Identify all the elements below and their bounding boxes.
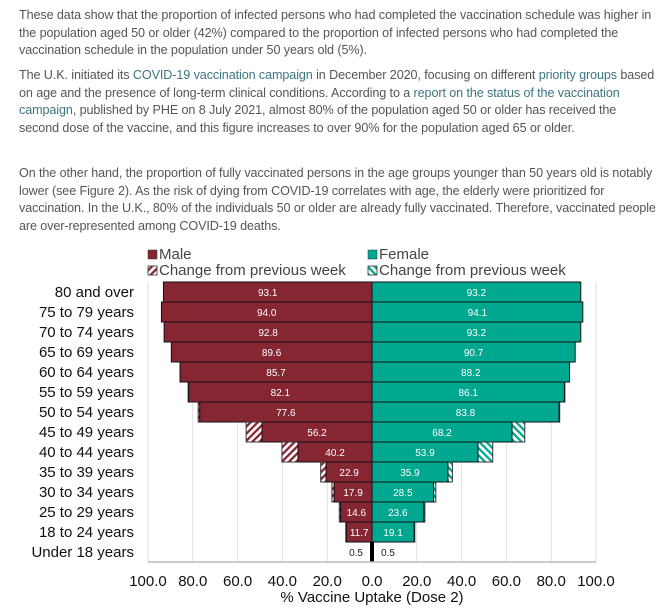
x-tick-label: 20.0 — [313, 573, 342, 590]
category-label: 40 to 44 years — [39, 444, 134, 461]
data-label-male: 0.5 — [349, 548, 363, 559]
paragraph: On the other hand, the proportion of ful… — [19, 165, 659, 235]
data-label-female: 93.2 — [467, 288, 487, 299]
data-label-male: 56.2 — [307, 428, 327, 439]
category-label: 45 to 49 years — [39, 424, 134, 441]
paragraph: These data show that the proportion of i… — [19, 7, 659, 60]
x-tick-label: 20.0 — [402, 573, 431, 590]
inline-link[interactable]: report on the status of the vaccination … — [19, 85, 620, 118]
category-label: 35 to 39 years — [39, 464, 134, 481]
category-label: 70 to 74 years — [39, 324, 134, 341]
data-label-male: 92.8 — [258, 328, 278, 339]
legend-swatch-female — [367, 249, 378, 260]
bar-female-change — [511, 421, 526, 443]
category-label: 65 to 69 years — [39, 344, 134, 361]
legend-swatch-male-change — [147, 265, 158, 276]
category-label: 50 to 54 years — [39, 404, 134, 421]
x-tick-label: 60.0 — [492, 573, 521, 590]
category-label: 30 to 34 years — [39, 484, 134, 501]
legend-label-female-change: Change from previous week — [379, 262, 566, 279]
bar-female-change — [477, 441, 494, 463]
text-span: in December 2020, focusing on different — [312, 68, 539, 82]
data-label-female: 93.2 — [467, 328, 487, 339]
data-label-female: 68.2 — [432, 428, 452, 439]
legend-label-male: Male — [159, 246, 192, 263]
bar-male-change — [245, 421, 263, 443]
category-label: 25 to 29 years — [39, 504, 134, 521]
text-span: These data show that the proportion of i… — [19, 8, 652, 57]
data-label-male: 93.1 — [258, 288, 278, 299]
data-label-female: 53.9 — [415, 448, 435, 459]
data-label-male: 85.7 — [266, 368, 286, 379]
text-span: , published by PHE on 8 July 2021, almos… — [19, 103, 617, 135]
category-label: 80 and over — [55, 284, 134, 301]
text-span: On the other hand, the proportion of ful… — [19, 166, 656, 233]
data-label-female: 83.8 — [456, 408, 476, 419]
category-label: Under 18 years — [31, 544, 134, 561]
x-tick-label: 40.0 — [447, 573, 476, 590]
x-tick-label: 100.0 — [129, 573, 167, 590]
x-tick-label: 80.0 — [537, 573, 566, 590]
data-label-female: 88.2 — [461, 368, 481, 379]
inline-link[interactable]: COVID-19 vaccination campaign — [132, 68, 313, 82]
category-label: 75 to 79 years — [39, 304, 134, 321]
text-span: based on age and the presence of long-te… — [19, 68, 655, 100]
legend-label-female: Female — [379, 246, 429, 263]
bar-female-change — [447, 461, 453, 483]
data-label-female: 19.1 — [383, 528, 403, 539]
legend-swatch-male — [147, 249, 158, 260]
data-label-male: 94.0 — [257, 308, 277, 319]
data-label-female: 35.9 — [400, 468, 420, 479]
data-label-female: 86.1 — [458, 388, 478, 399]
bar-zero — [370, 542, 374, 562]
data-label-male: 17.9 — [343, 488, 363, 499]
category-label: 55 to 59 years — [39, 384, 134, 401]
legend-label-male-change: Change from previous week — [159, 262, 346, 279]
data-label-female: 90.7 — [464, 348, 484, 359]
legend-swatch-female-change — [367, 265, 378, 276]
data-label-male: 40.2 — [325, 448, 345, 459]
bar-male-change — [281, 441, 299, 463]
data-label-female: 23.6 — [388, 508, 408, 519]
data-label-female: 0.5 — [381, 548, 395, 559]
x-axis-title: % Vaccine Uptake (Dose 2) — [280, 589, 463, 606]
x-tick-label: 60.0 — [223, 573, 252, 590]
data-label-female: 94.1 — [468, 308, 488, 319]
data-label-male: 14.6 — [347, 508, 367, 519]
data-label-female: 28.5 — [393, 488, 413, 499]
x-tick-label: 40.0 — [268, 573, 297, 590]
data-label-male: 77.6 — [276, 408, 296, 419]
category-label: 18 to 24 years — [39, 524, 134, 541]
x-tick-label: 80.0 — [178, 573, 207, 590]
inline-link[interactable]: priority groups — [538, 68, 617, 82]
paragraph: The U.K. initiated its COVID-19 vaccinat… — [19, 67, 659, 137]
category-label: 60 to 64 years — [39, 364, 134, 381]
x-tick-label: 100.0 — [577, 573, 615, 590]
data-label-male: 22.9 — [339, 468, 359, 479]
text-span: The U.K. initiated its — [19, 68, 133, 82]
data-label-male: 82.1 — [271, 388, 291, 399]
bar-male-change — [320, 461, 327, 483]
bar-female — [371, 521, 415, 543]
x-tick-label: 0.0 — [362, 573, 383, 590]
data-label-male: 89.6 — [262, 348, 282, 359]
data-label-male: 11.7 — [350, 528, 369, 539]
